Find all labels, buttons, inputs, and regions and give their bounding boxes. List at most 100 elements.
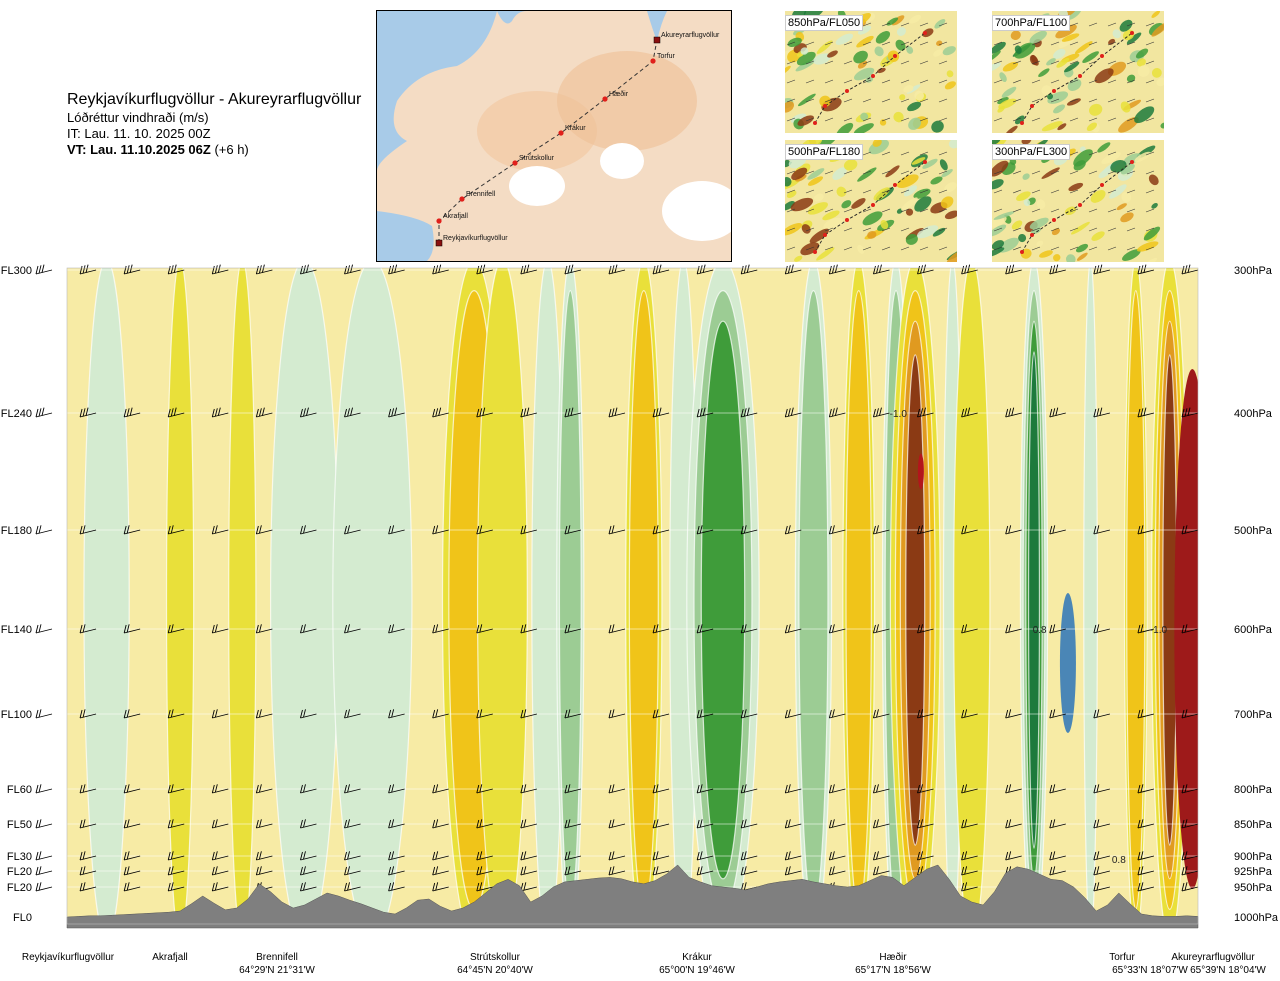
- barb-shaft: [785, 713, 802, 719]
- wind-barb: [35, 525, 53, 535]
- minimap-700[interactable]: 700hPa/FL100: [992, 11, 1164, 133]
- minimap-barb: [1069, 170, 1079, 175]
- barb-feather: [1093, 819, 1097, 829]
- wind-barb: [608, 624, 626, 634]
- minimap-field-blob: [899, 94, 906, 101]
- barb-feather: [831, 265, 835, 274]
- barb-shaft: [300, 855, 317, 861]
- barb-shaft: [79, 788, 97, 794]
- barb-feather: [1049, 408, 1053, 418]
- barb-feather: [170, 265, 174, 274]
- barb-shaft: [1181, 713, 1199, 719]
- barb-feather: [828, 709, 832, 719]
- minimap-field-blob: [880, 219, 889, 230]
- minimap-500[interactable]: 500hPa/FL180: [785, 140, 957, 262]
- wind-barb: [828, 264, 846, 275]
- minimap-barb: [843, 60, 853, 65]
- updraft-core: [1059, 593, 1076, 733]
- barb-shaft: [741, 823, 758, 829]
- minimap-barb: [805, 227, 815, 232]
- minimap-field-blob: [992, 247, 1005, 258]
- barb-feather: [917, 408, 920, 418]
- wind-barb: [520, 851, 537, 861]
- minimap-field-blob: [1029, 217, 1049, 230]
- wind-barb: [167, 784, 185, 794]
- barb-shaft: [917, 269, 934, 275]
- minimap-field-blob: [872, 140, 882, 147]
- minimap-barb: [786, 227, 796, 232]
- barb-feather: [699, 709, 703, 718]
- barb-shaft: [1137, 713, 1155, 719]
- barb-feather: [920, 866, 923, 875]
- barb-feather: [432, 408, 436, 418]
- contour-label: -1.0: [1150, 625, 1168, 636]
- barb-shaft: [168, 713, 185, 719]
- barb-feather: [82, 866, 86, 875]
- barb-feather: [784, 624, 788, 634]
- barb-feather: [1005, 525, 1009, 535]
- minimap-850[interactable]: 850hPa/FL050: [785, 11, 957, 133]
- wind-barb: [1005, 525, 1022, 535]
- minimap-field-blob: [857, 167, 877, 182]
- wind-barb: [255, 525, 273, 535]
- wind-barb: [961, 624, 978, 634]
- wind-barb: [1181, 784, 1199, 794]
- barb-feather: [831, 408, 835, 417]
- barb-feather: [214, 624, 218, 633]
- barb-feather: [520, 851, 524, 861]
- barb-feather: [432, 819, 436, 829]
- wind-barb: [211, 866, 229, 876]
- barb-feather: [523, 851, 527, 860]
- minimap-barb: [881, 246, 891, 251]
- barb-feather: [1184, 851, 1188, 860]
- barb-feather: [790, 407, 794, 416]
- barb-feather: [217, 407, 221, 416]
- barb-shaft: [344, 788, 361, 794]
- minimap-field-blob: [1116, 203, 1127, 211]
- minimap-field-blob: [836, 122, 854, 133]
- minimap-field-blob: [1082, 51, 1099, 63]
- barb-feather: [211, 851, 215, 861]
- minimap-barb: [786, 170, 796, 175]
- minimap-300[interactable]: 300hPa/FL300: [992, 140, 1164, 262]
- barb-feather: [388, 265, 392, 275]
- wind-barb: [1005, 709, 1022, 719]
- barb-feather: [303, 866, 306, 875]
- minimap-barb: [805, 117, 815, 122]
- barb-shaft: [917, 823, 934, 829]
- barb-feather: [300, 408, 303, 418]
- barb-feather: [961, 882, 965, 892]
- minimap-field-blob: [1151, 21, 1164, 37]
- wind-barb: [1005, 264, 1022, 275]
- barb-shaft: [432, 529, 449, 535]
- pressure-label: 500hPa: [1234, 525, 1273, 537]
- barb-feather: [1052, 265, 1056, 274]
- barb-feather: [743, 819, 747, 828]
- minimap-field-blob: [790, 197, 814, 212]
- minimap-barb: [993, 117, 1003, 122]
- wind-barb: [1181, 851, 1199, 861]
- issue-time: IT: Lau. 11. 10. 2025 00Z: [67, 126, 211, 141]
- wind-barb: [1049, 624, 1066, 634]
- minimap-field-blob: [895, 39, 906, 51]
- barb-feather: [432, 882, 436, 892]
- minimap-barb: [786, 60, 796, 65]
- minimap-barb: [993, 60, 1003, 65]
- minimap-barb: [862, 151, 872, 156]
- barb-feather: [696, 525, 700, 535]
- barb-feather: [435, 866, 439, 875]
- barb-feather: [388, 784, 392, 794]
- minimap-field-blob: [1151, 67, 1162, 78]
- barb-feather: [1093, 851, 1097, 861]
- route-map[interactable]: Akureyrarflugvöllur Torfur Hæðir Krákur Strú…: [376, 10, 732, 262]
- barb-feather: [523, 709, 527, 718]
- minimap-barb: [1069, 22, 1079, 27]
- barb-feather: [1052, 709, 1056, 718]
- barb-feather: [214, 525, 218, 534]
- barb-feather: [961, 866, 965, 876]
- barb-feather: [126, 851, 130, 860]
- barb-feather: [1096, 265, 1100, 274]
- barb-feather: [123, 784, 127, 794]
- barb-feather: [82, 408, 86, 417]
- barb-shaft: [300, 788, 317, 794]
